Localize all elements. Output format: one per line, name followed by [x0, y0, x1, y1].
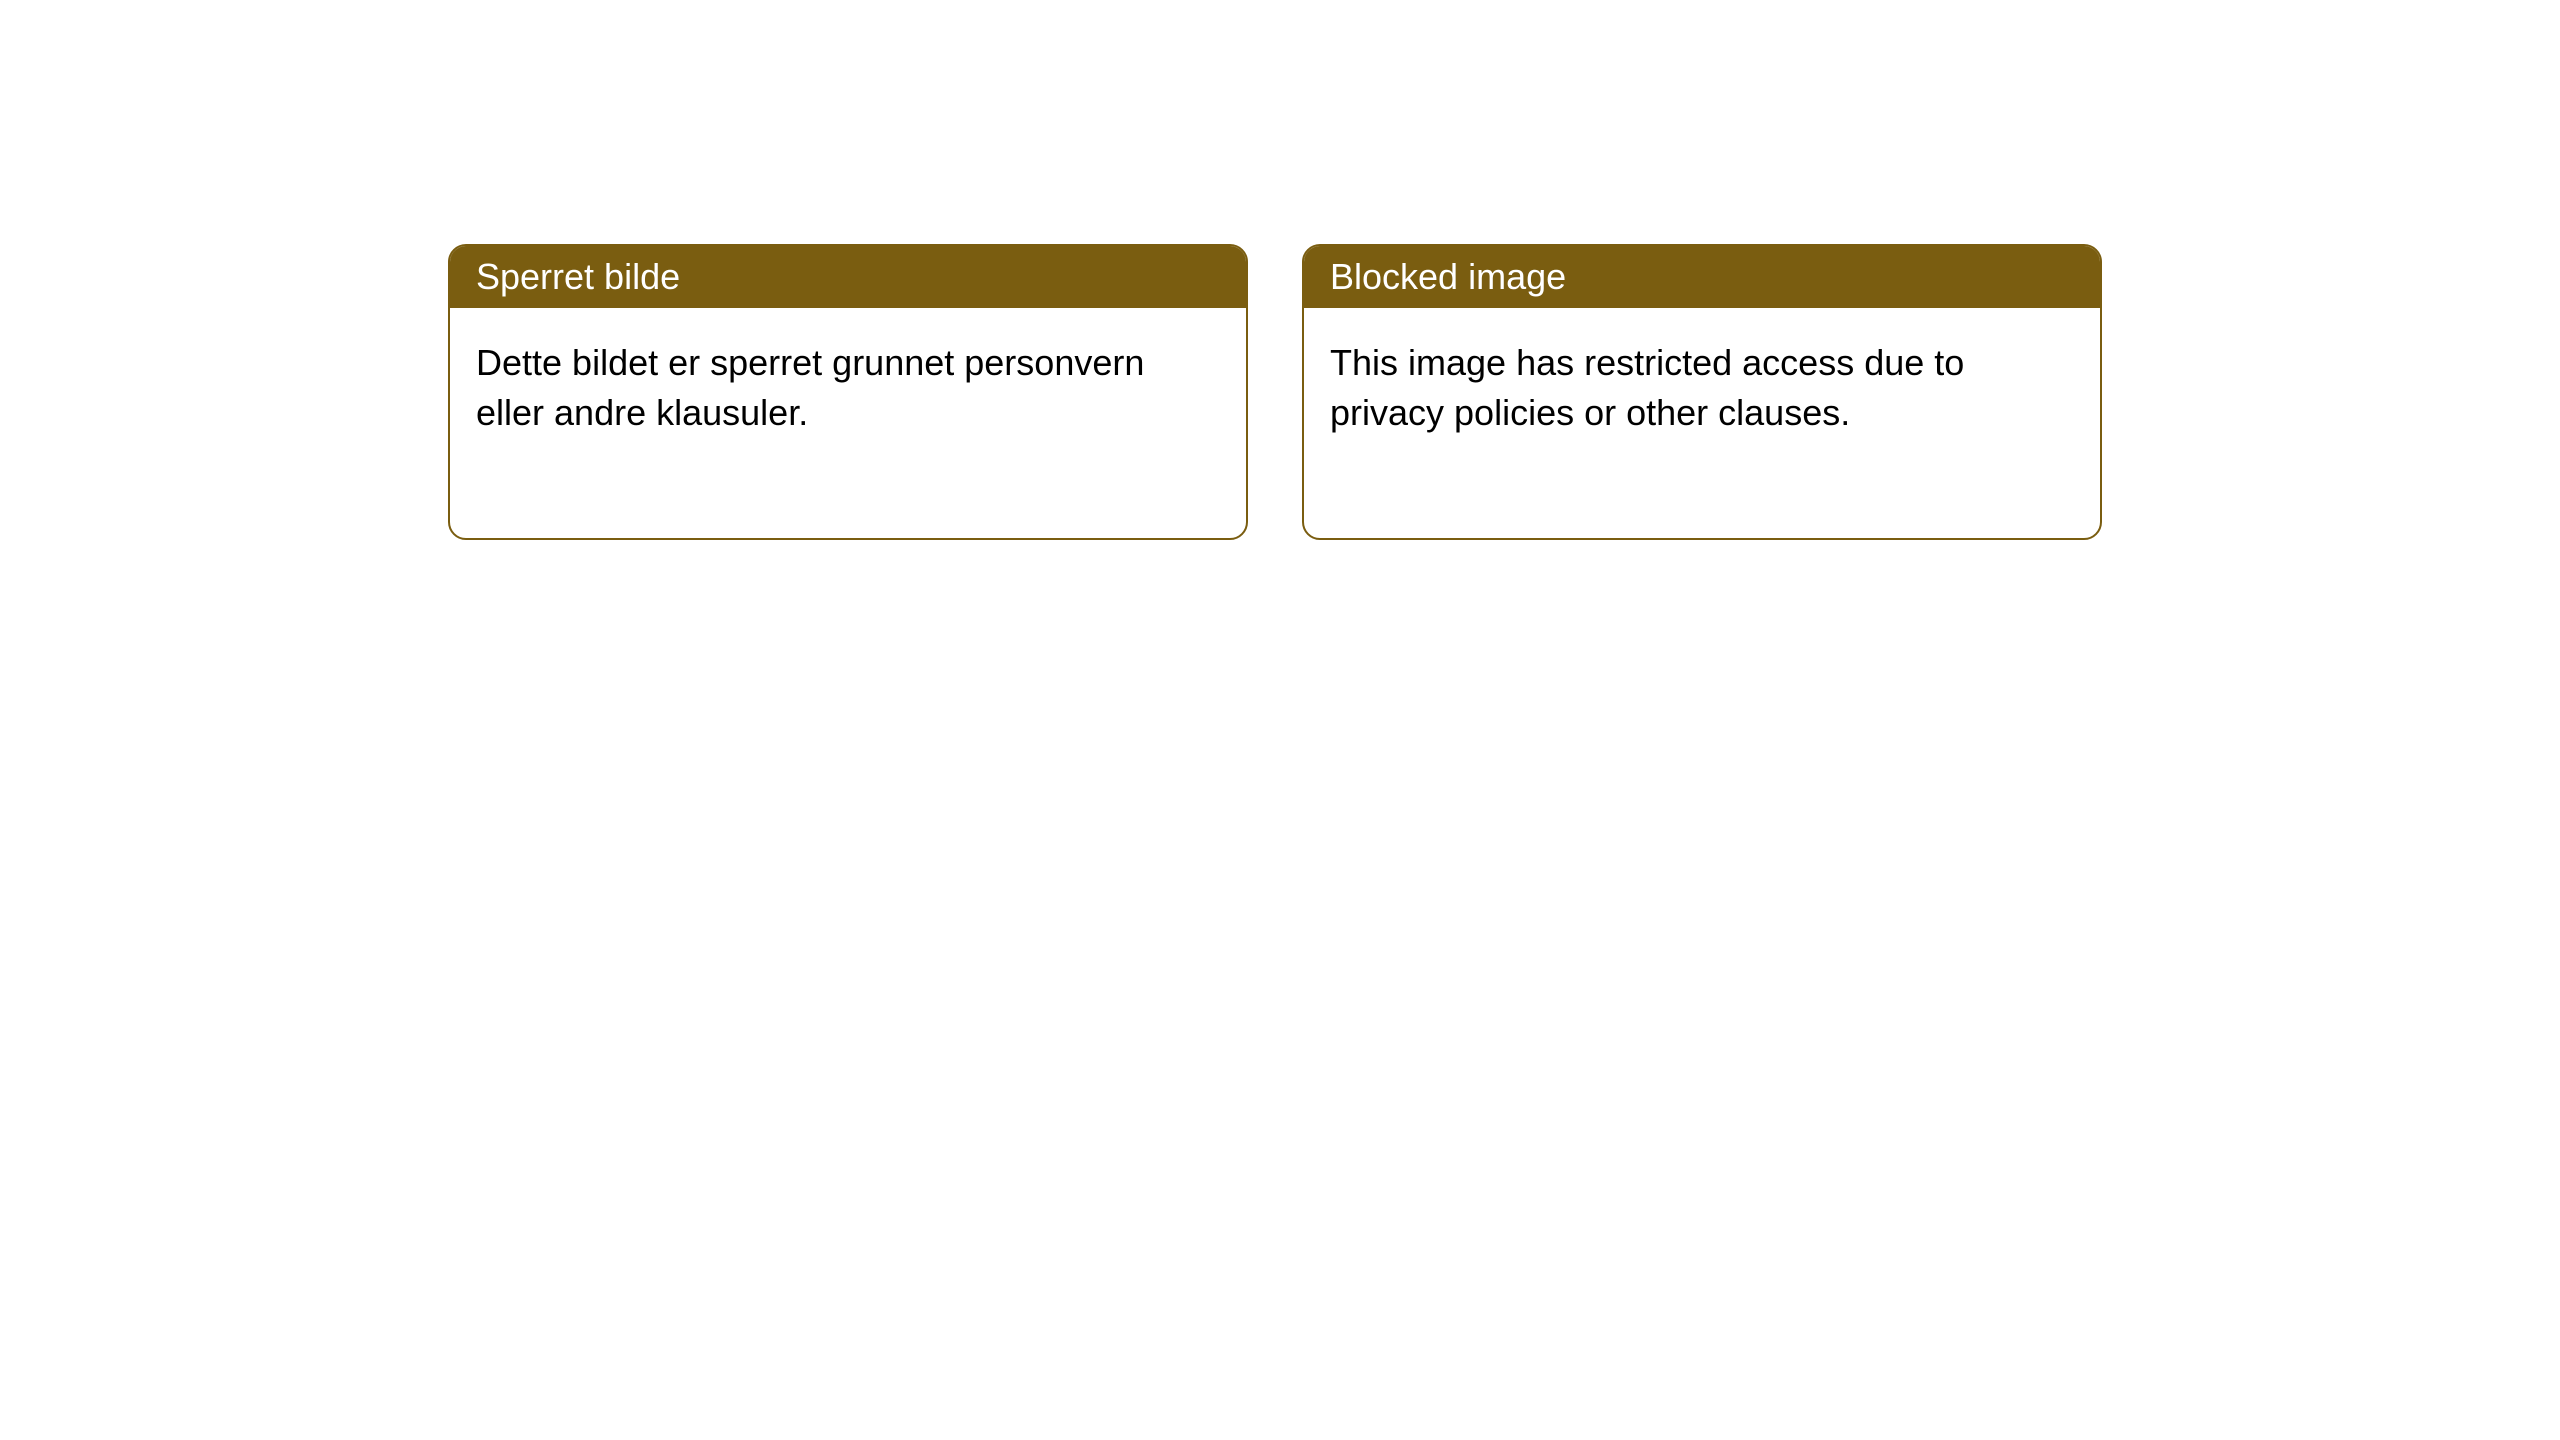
card-header: Sperret bilde [450, 246, 1246, 308]
notice-card-norwegian: Sperret bilde Dette bildet er sperret gr… [448, 244, 1248, 540]
card-body: Dette bildet er sperret grunnet personve… [450, 308, 1246, 538]
card-body: This image has restricted access due to … [1304, 308, 2100, 538]
notice-card-english: Blocked image This image has restricted … [1302, 244, 2102, 540]
card-message: This image has restricted access due to … [1330, 342, 1964, 433]
card-title: Sperret bilde [476, 256, 680, 297]
card-header: Blocked image [1304, 246, 2100, 308]
notice-cards-container: Sperret bilde Dette bildet er sperret gr… [0, 0, 2560, 540]
card-message: Dette bildet er sperret grunnet personve… [476, 342, 1144, 433]
card-title: Blocked image [1330, 256, 1566, 297]
